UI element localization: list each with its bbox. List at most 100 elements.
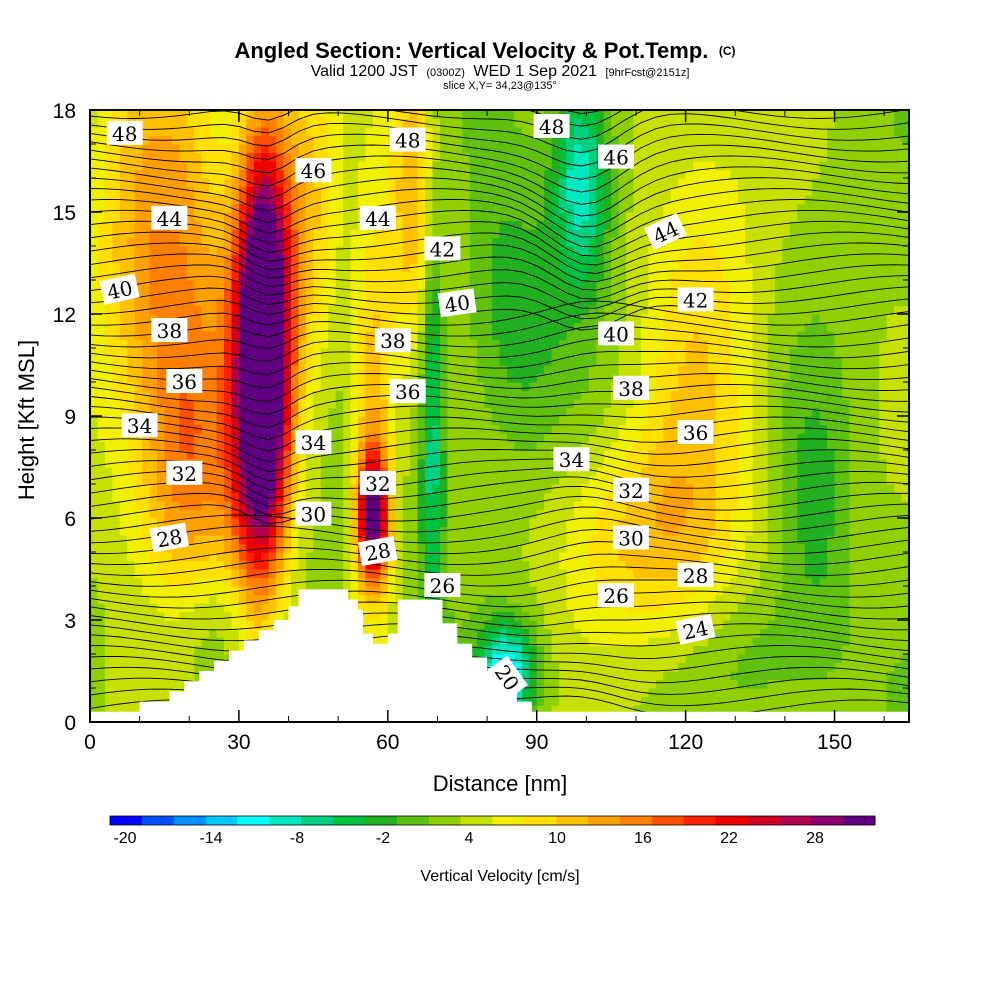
heatmap-cell: [343, 552, 352, 562]
heatmap-cell: [573, 586, 582, 596]
heatmap-cell: [231, 254, 240, 264]
heatmap-cell: [276, 237, 285, 247]
heatmap-cell: [432, 178, 441, 188]
heatmap-cell: [529, 305, 538, 315]
heatmap-cell: [261, 280, 270, 290]
heatmap-cell: [410, 203, 419, 213]
heatmap-cell: [439, 356, 448, 366]
heatmap-cell: [573, 662, 582, 672]
heatmap-cell: [417, 271, 426, 281]
heatmap-cell: [484, 271, 493, 281]
chart-title: Angled Section: Vertical Velocity & Pot.…: [234, 38, 708, 63]
heatmap-cell: [581, 152, 590, 162]
heatmap-cell: [97, 237, 106, 247]
heatmap-cell: [291, 458, 300, 468]
heatmap-cell: [380, 127, 389, 137]
heatmap-cell: [201, 220, 210, 230]
heatmap-cell: [551, 314, 560, 324]
heatmap-cell: [209, 535, 218, 545]
heatmap-cell: [387, 569, 396, 579]
heatmap-cell: [179, 543, 188, 553]
heatmap-cell: [514, 297, 523, 307]
heatmap-cell: [209, 603, 218, 613]
heatmap-cell: [559, 169, 568, 179]
heatmap-cell: [231, 263, 240, 273]
heatmap-cell: [246, 501, 255, 511]
heatmap-cell: [171, 110, 180, 120]
heatmap-cell: [358, 339, 367, 349]
heatmap-cell: [164, 186, 173, 196]
heatmap-cell: [521, 441, 530, 451]
heatmap-cell: [343, 577, 352, 587]
heatmap-cell: [231, 577, 240, 587]
heatmap-cell: [358, 263, 367, 273]
heatmap-cell: [402, 305, 411, 315]
heatmap-cell: [186, 611, 195, 621]
heatmap-cell: [544, 280, 553, 290]
heatmap-cell: [268, 433, 277, 443]
heatmap-cell: [372, 110, 381, 120]
heatmap-cell: [276, 110, 285, 120]
heatmap-cell: [559, 365, 568, 375]
heatmap-cell: [432, 433, 441, 443]
heatmap-cell: [521, 263, 530, 273]
heatmap-cell: [186, 407, 195, 417]
heatmap-cell: [90, 450, 99, 460]
heatmap-cell: [201, 407, 210, 417]
heatmap-cell: [395, 484, 404, 494]
heatmap-cell: [157, 560, 166, 570]
heatmap-cell: [209, 433, 218, 443]
heatmap-cell: [291, 246, 300, 256]
heatmap-cell: [291, 390, 300, 400]
heatmap-cell: [529, 152, 538, 162]
heatmap-cell: [268, 118, 277, 128]
heatmap-cell: [276, 603, 285, 613]
heatmap-cell: [477, 314, 486, 324]
heatmap-cell: [268, 314, 277, 324]
heatmap-cell: [298, 263, 307, 273]
heatmap-cell: [231, 458, 240, 468]
heatmap-cell: [588, 535, 597, 545]
heatmap-cell: [298, 186, 307, 196]
heatmap-cell: [492, 254, 501, 264]
heatmap-cell: [127, 645, 136, 655]
heatmap-cell: [90, 518, 99, 528]
heatmap-cell: [149, 271, 158, 281]
heatmap-cell: [253, 356, 262, 366]
heatmap-cell: [127, 399, 136, 409]
heatmap-cell: [469, 603, 478, 613]
heatmap-cell: [112, 348, 121, 358]
heatmap-cell: [283, 416, 292, 426]
heatmap-cell: [484, 161, 493, 171]
heatmap-cell: [328, 127, 337, 137]
heatmap-cell: [573, 348, 582, 358]
heatmap-cell: [127, 254, 136, 264]
heatmap-cell: [566, 212, 575, 222]
heatmap-cell: [499, 484, 508, 494]
heatmap-cell: [581, 271, 590, 281]
heatmap-cell: [320, 424, 329, 434]
heatmap-cell: [573, 280, 582, 290]
heatmap-cell: [573, 501, 582, 511]
heatmap-cell: [529, 662, 538, 672]
heatmap-cell: [320, 416, 329, 426]
heatmap-cell: [276, 288, 285, 298]
heatmap-cell: [335, 492, 344, 502]
heatmap-cell: [365, 407, 374, 417]
heatmap-cell: [328, 560, 337, 570]
heatmap-cell: [216, 254, 225, 264]
heatmap-cell: [179, 586, 188, 596]
heatmap-cell: [365, 382, 374, 392]
heatmap-cell: [372, 186, 381, 196]
heatmap-cell: [194, 560, 203, 570]
heatmap-cell: [432, 535, 441, 545]
heatmap-cell: [291, 135, 300, 145]
heatmap-cell: [596, 212, 605, 222]
heatmap-cell: [246, 271, 255, 281]
heatmap-cell: [514, 577, 523, 587]
heatmap-cell: [551, 543, 560, 553]
plot-area: [90, 110, 909, 722]
heatmap-cell: [253, 569, 262, 579]
heatmap-cell: [276, 161, 285, 171]
heatmap-cell: [216, 280, 225, 290]
